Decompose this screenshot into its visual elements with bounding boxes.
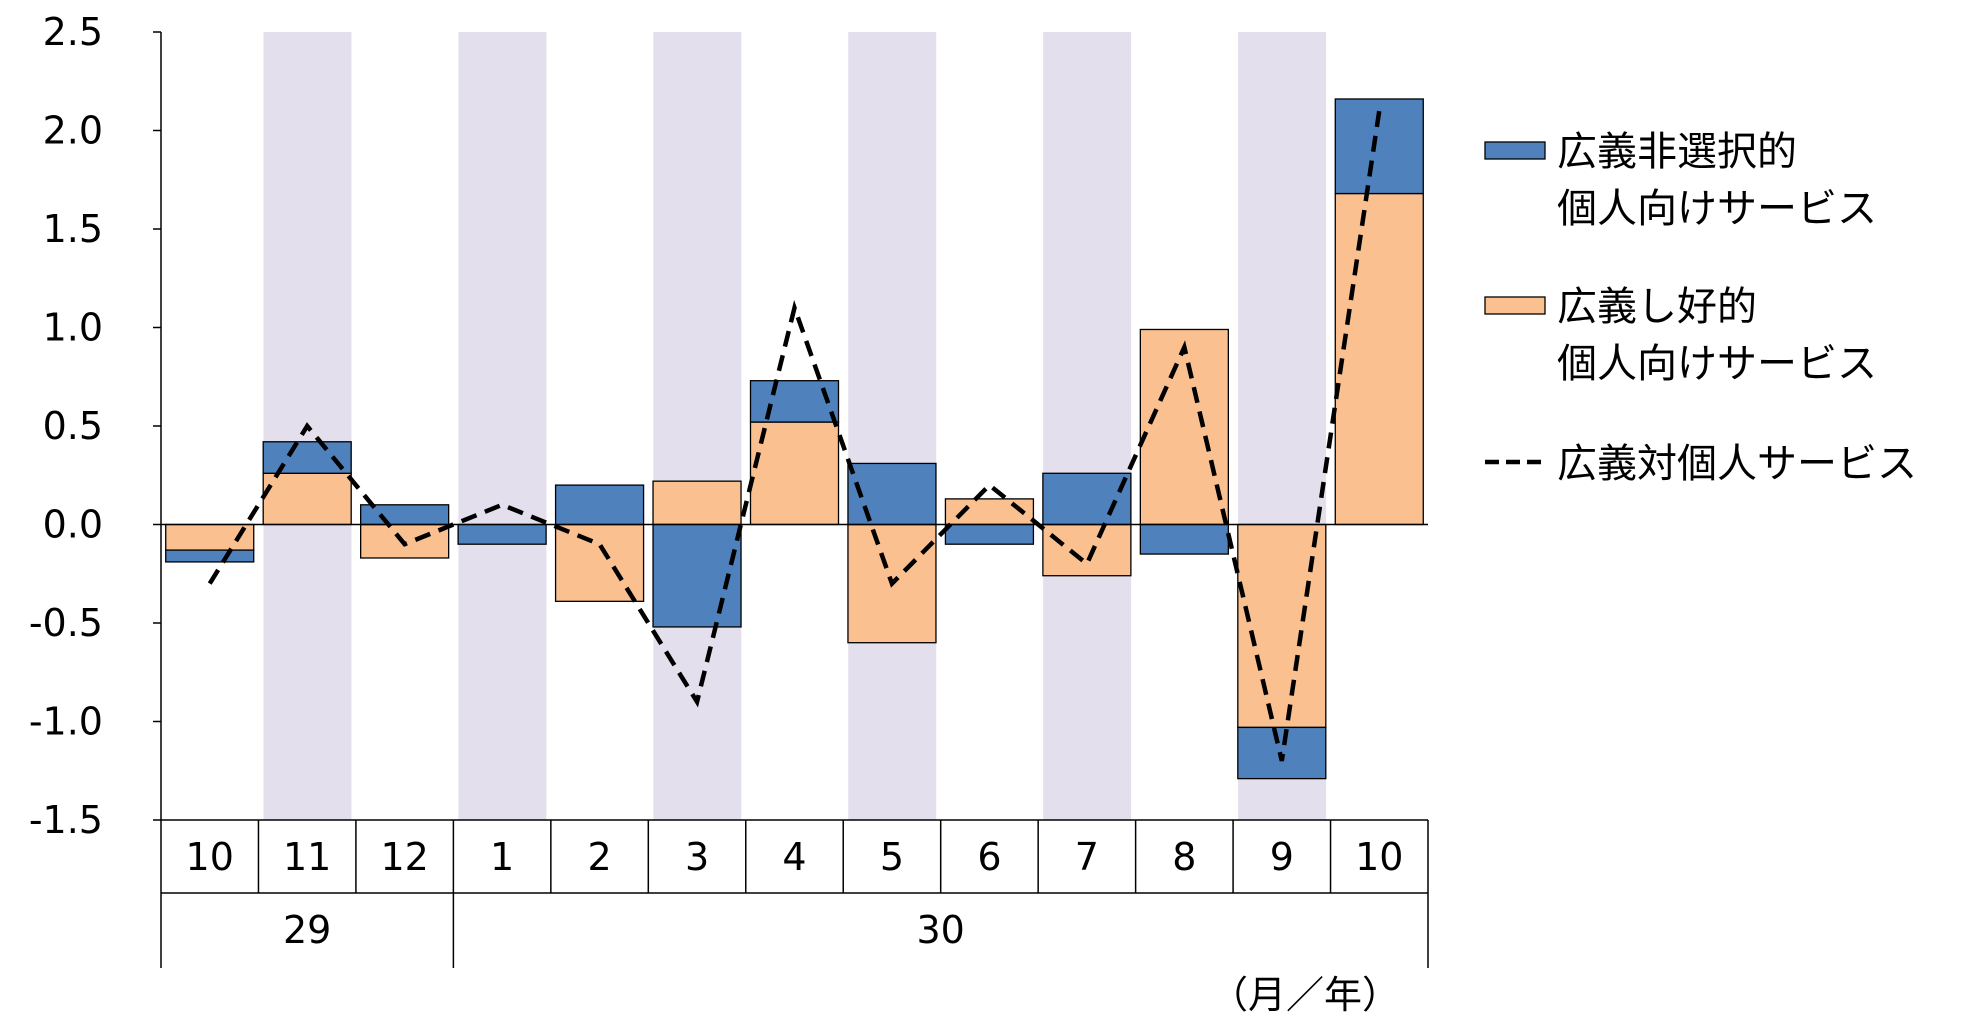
line-total-services xyxy=(207,110,1382,762)
x-category-label: 10 xyxy=(1355,835,1403,879)
x-category-label: 3 xyxy=(685,835,709,879)
y-tick-label: -1.0 xyxy=(29,700,103,744)
bar-non-selective xyxy=(262,441,352,474)
axes xyxy=(160,32,1429,968)
x-category-label: 11 xyxy=(283,835,331,879)
x-category-label: 8 xyxy=(1172,835,1196,879)
year-label: 29 xyxy=(283,908,331,952)
bar-selective xyxy=(1334,192,1424,526)
bar-selective xyxy=(1237,523,1327,729)
bar-non-selective xyxy=(749,380,840,423)
x-category-label: 1 xyxy=(490,835,514,879)
bar-non-selective xyxy=(1042,472,1132,526)
bar-selective xyxy=(1139,328,1229,526)
legend-label: 個人向けサービス xyxy=(1557,186,1877,232)
shaded-band xyxy=(848,32,937,820)
bar-selective xyxy=(1042,523,1132,577)
x-category-label: 2 xyxy=(587,835,611,879)
x-category-label: 6 xyxy=(977,835,1001,879)
line-series xyxy=(207,110,1382,762)
shaded-month-bands xyxy=(263,32,1327,820)
x-category-label: 9 xyxy=(1270,835,1294,879)
legend-label: 個人向けサービス xyxy=(1557,341,1877,387)
x-category-label: 4 xyxy=(782,835,806,879)
bar-non-selective xyxy=(165,549,255,563)
y-tick-label: 0.5 xyxy=(43,404,103,448)
legend-label: 広義し好的 xyxy=(1557,284,1757,330)
bar-series xyxy=(165,98,1424,780)
shaded-band xyxy=(458,32,547,820)
bar-selective xyxy=(749,421,840,526)
legend-swatch xyxy=(1484,141,1546,160)
y-tick-label: 1.5 xyxy=(43,207,103,251)
y-tick-label: 1.0 xyxy=(43,306,103,350)
legend-label: 広義非選択的 xyxy=(1557,129,1797,175)
x-category-label: 5 xyxy=(880,835,904,879)
y-axis-ticks: 2.5 2.0 1.5 1.0 0.5 0.0 -0.5 -1.0 -1.5 xyxy=(29,10,161,842)
x-category-label: 7 xyxy=(1075,835,1099,879)
y-tick-label: -0.5 xyxy=(29,601,103,645)
year-label: 30 xyxy=(917,908,965,952)
bar-non-selective xyxy=(944,523,1035,545)
bar-selective xyxy=(262,472,352,526)
shaded-band xyxy=(653,32,742,820)
bar-non-selective xyxy=(457,523,547,545)
legend-swatch xyxy=(1484,296,1546,315)
y-tick-label: 2.0 xyxy=(43,109,103,153)
bar-non-selective xyxy=(554,484,645,526)
unit-label: （月／年） xyxy=(1210,973,1400,1013)
bar-selective xyxy=(652,480,742,526)
y-tick-label: -1.5 xyxy=(29,798,103,842)
y-tick-label: 2.5 xyxy=(43,10,103,54)
x-category-label: 12 xyxy=(380,835,428,879)
legend-label: 広義対個人サービス xyxy=(1557,441,1917,487)
y-tick-label: 0.0 xyxy=(43,503,103,547)
x-category-label: 10 xyxy=(186,835,234,879)
bar-non-selective xyxy=(1139,523,1229,555)
shaded-band xyxy=(1043,32,1132,820)
